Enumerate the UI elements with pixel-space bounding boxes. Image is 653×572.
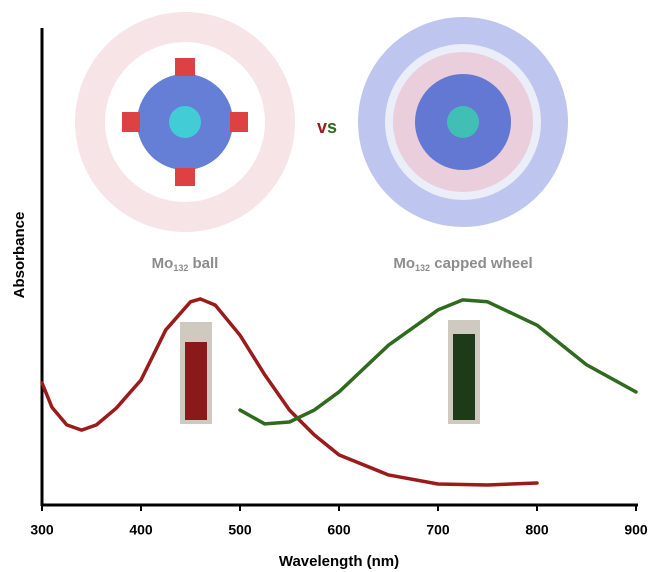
series-line — [240, 300, 636, 424]
wheel-molecule — [358, 17, 568, 227]
x-tick-label: 600 — [327, 522, 351, 538]
label-base: Mo — [393, 255, 415, 272]
x-tick-label: 500 — [228, 522, 252, 538]
vs-label: vs — [317, 117, 337, 137]
x-tick-label: 900 — [624, 522, 648, 538]
red-cuvette — [180, 322, 212, 424]
x-tick-label: 700 — [426, 522, 450, 538]
label-rest: capped wheel — [430, 255, 533, 272]
vs-v: v — [317, 117, 327, 137]
green-cuvette — [448, 320, 480, 424]
label-base: Mo — [152, 255, 174, 272]
label-sub: 132 — [173, 263, 188, 273]
series-label: Mo132 capped wheel — [393, 255, 532, 273]
chart: vs Wavelength (nm) Absorbance 300 400 500 6… — [0, 0, 653, 572]
ball-molecule — [75, 12, 295, 232]
y-axis-title: Absorbance — [11, 212, 28, 299]
label-rest: ball — [188, 255, 218, 272]
series-label: Mo132 ball — [152, 255, 219, 273]
x-tick-label: 400 — [129, 522, 153, 538]
x-tick-label: 800 — [525, 522, 549, 538]
label-sub: 132 — [415, 263, 430, 273]
x-tick-label: 300 — [30, 522, 54, 538]
vs-s: s — [327, 117, 337, 137]
x-axis-title: Wavelength (nm) — [279, 553, 399, 570]
page: vs Wavelength (nm) Absorbance 300 400 500 6… — [0, 0, 653, 572]
